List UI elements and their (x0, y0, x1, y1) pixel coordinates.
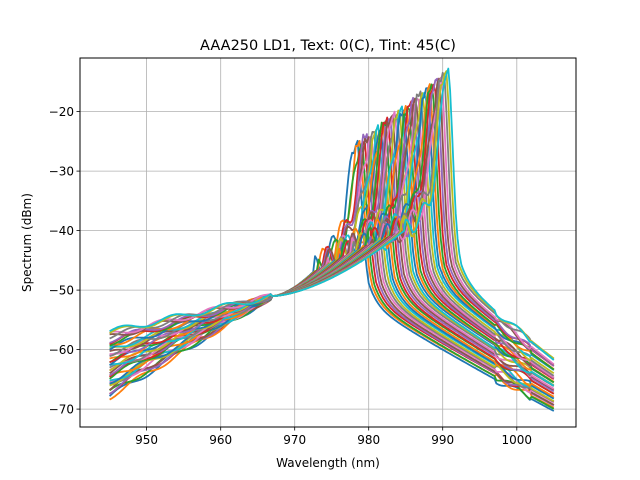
grid-lines (80, 58, 576, 427)
axis-ticks: 950 960 970 980 990 1000 −70 −60 −50 −40 −30 −20 (49, 105, 532, 447)
x-tick-label: 990 (431, 433, 454, 447)
x-tick-label: 970 (283, 433, 306, 447)
x-tick-label: 1000 (502, 433, 533, 447)
plot-frame (79, 57, 577, 428)
y-tick-label: −30 (49, 164, 74, 178)
y-tick-label: −40 (49, 224, 74, 238)
series-lines (108, 67, 555, 412)
y-tick-label: −50 (49, 283, 74, 297)
spectrum-series-line (109, 67, 555, 361)
y-tick-label: −70 (49, 402, 74, 416)
chart-title: AAA250 LD1, Text: 0(C), Tint: 45(C) (200, 38, 456, 54)
y-tick-label: −20 (49, 105, 74, 119)
x-tick-label: 950 (135, 433, 158, 447)
x-axis-label: Wavelength (nm) (276, 456, 380, 470)
y-axis-label: Spectrum (dBm) (20, 193, 34, 292)
y-tick-label: −60 (49, 343, 74, 357)
spectrum-series-line (109, 143, 555, 410)
x-tick-label: 960 (209, 433, 232, 447)
x-tick-label: 980 (357, 433, 380, 447)
